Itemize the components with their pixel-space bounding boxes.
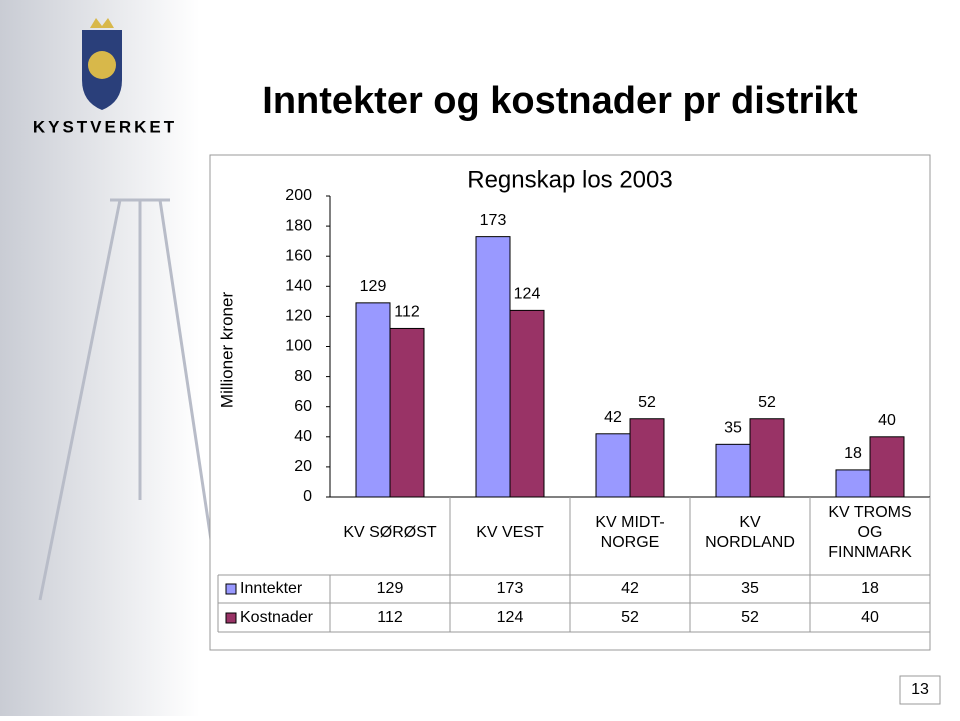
data-label: 173	[480, 212, 507, 229]
table-cell: 18	[861, 580, 879, 597]
chart-title: Regnskap los 2003	[467, 166, 672, 193]
y-tick-label: 40	[294, 428, 312, 445]
table-cell: 52	[741, 609, 759, 626]
data-label: 42	[604, 409, 622, 426]
bar	[869, 436, 905, 498]
x-tick-label: KV MIDT-NORGE	[595, 514, 664, 551]
bar	[715, 443, 751, 498]
y-tick-label: 180	[285, 217, 312, 234]
legend-swatch	[225, 583, 237, 595]
legend-label: Inntekter	[240, 580, 303, 597]
data-label: 112	[394, 304, 420, 321]
table-cell: 129	[377, 580, 404, 597]
table-cell: 112	[377, 609, 403, 626]
table-cell: 40	[861, 609, 879, 626]
side-band	[0, 0, 200, 716]
bar	[475, 236, 511, 498]
data-label: 40	[878, 412, 896, 429]
x-tick-label: KV NORDLAND	[705, 514, 795, 551]
y-tick-label: 20	[294, 458, 312, 475]
x-tick-label: KV VEST	[476, 524, 544, 541]
bar	[389, 327, 425, 498]
y-tick-label: 80	[294, 368, 312, 385]
data-label: 52	[758, 394, 776, 411]
bar	[509, 309, 545, 498]
bar	[749, 418, 785, 498]
page-number-box	[899, 675, 941, 705]
x-tick-label: KV TROMS OG FINNMARK	[828, 504, 912, 561]
legend-label: Kostnader	[240, 609, 314, 626]
y-tick-label: 200	[285, 187, 312, 204]
table-cell: 173	[497, 580, 524, 597]
y-tick-label: 100	[285, 338, 312, 355]
y-tick-label: 160	[285, 247, 312, 264]
data-label: 124	[514, 286, 541, 303]
legend-swatch	[225, 612, 237, 624]
table-cell: 124	[497, 609, 524, 626]
y-tick-label: 140	[285, 278, 312, 295]
table-cell: 52	[621, 609, 639, 626]
data-label: 18	[844, 445, 862, 462]
y-tick-label: 60	[294, 398, 312, 415]
slide-title: Inntekter og kostnader pr distrikt	[262, 80, 858, 122]
data-label: 52	[638, 394, 656, 411]
lighthouse-drawing	[38, 198, 222, 601]
y-tick-label: 120	[285, 308, 312, 325]
data-label: 35	[724, 420, 742, 437]
bar	[835, 469, 871, 498]
bar	[355, 302, 391, 498]
bar	[629, 418, 665, 498]
page-number: 13	[911, 681, 929, 698]
logo	[82, 18, 122, 110]
x-tick-label: KV SØRØST	[343, 524, 437, 541]
bar	[595, 433, 631, 498]
logo-text: KYSTVERKET	[33, 117, 177, 136]
table-cell: 42	[621, 580, 639, 597]
y-tick-label: 0	[303, 488, 312, 505]
table-cell: 35	[741, 580, 759, 597]
y-axis-label: Millioner kroner	[217, 292, 236, 409]
data-label: 129	[360, 278, 387, 295]
